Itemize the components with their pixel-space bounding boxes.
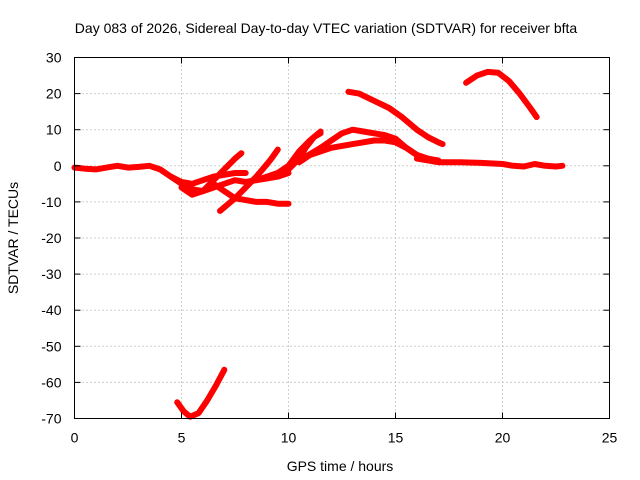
series-rise-b [217, 146, 281, 214]
y-tick-label: -30 [41, 266, 61, 282]
y-tick-label: -40 [41, 302, 61, 318]
series-layer [71, 68, 566, 420]
series-rise-d [274, 130, 324, 180]
y-axis-label: SDTVAR / TECUs [5, 182, 21, 294]
x-tick-label: 5 [178, 430, 186, 446]
y-tick-label: 20 [46, 86, 62, 102]
x-tick-label: 25 [602, 430, 618, 446]
series-deep-dip [174, 366, 228, 420]
x-tick-label: 15 [388, 430, 404, 446]
series-rise-a [199, 150, 245, 195]
series-upper-arc [345, 88, 446, 148]
y-tick-label: -10 [41, 194, 61, 210]
chart-title: Day 083 of 2026, Sidereal Day-to-day VTE… [75, 20, 578, 36]
series-peak-band [302, 126, 442, 164]
x-axis-label: GPS time / hours [287, 458, 394, 474]
x-tick-label: 20 [495, 430, 511, 446]
x-tick-label: 10 [281, 430, 297, 446]
y-tick-label: -60 [41, 374, 61, 390]
series-late-arc [463, 68, 540, 121]
x-tick-label: 0 [71, 430, 79, 446]
y-tick-label: -20 [41, 230, 61, 246]
series-baseline-late [413, 155, 566, 170]
y-tick-label: -50 [41, 338, 61, 354]
y-tick-label: 0 [54, 158, 62, 174]
grid-layer [74, 57, 610, 419]
tick-layer: 0 5 10 15 20 25 -70 -60 -50 -40 -30 -20 -10 0 10 20 30 [41, 50, 617, 446]
y-tick-label: -70 [41, 411, 61, 427]
y-tick-label: 10 [46, 122, 62, 138]
y-tick-label: 30 [46, 50, 62, 66]
